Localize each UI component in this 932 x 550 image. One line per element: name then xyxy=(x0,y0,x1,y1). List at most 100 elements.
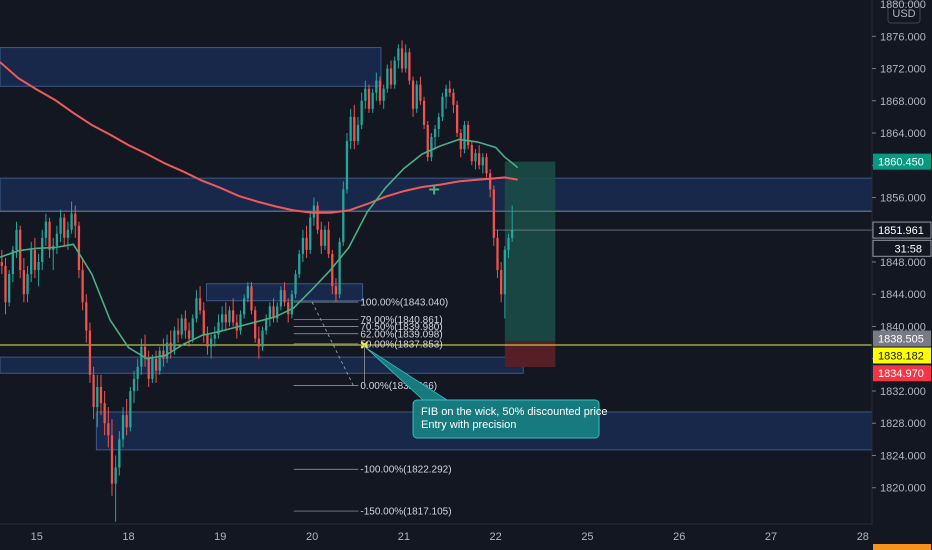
candle-body-79 xyxy=(290,294,294,315)
fib-level-label-1: 79.00%(1840.861) xyxy=(360,315,442,326)
price-tag-label-2: 31:58 xyxy=(894,243,922,255)
candle-body-89 xyxy=(327,229,330,254)
candle-body-80 xyxy=(294,274,297,295)
candle-body-95 xyxy=(349,116,352,142)
candle-body-87 xyxy=(320,229,323,246)
candle-body-83 xyxy=(305,237,308,250)
candle-body-28 xyxy=(103,403,106,424)
price-tick-label-9: 1856.000 xyxy=(880,193,926,205)
candle-body-58 xyxy=(213,334,216,339)
price-tick-label-1: 1824.000 xyxy=(880,450,926,462)
candle-body-117 xyxy=(430,137,433,158)
candle-body-86 xyxy=(316,205,319,230)
time-tick-label-3: 20 xyxy=(306,531,318,543)
candles-layer xyxy=(0,40,514,522)
candle-body-124 xyxy=(455,104,459,134)
price-tick-label-5: 1840.000 xyxy=(880,321,926,333)
candle-body-65 xyxy=(239,314,242,331)
time-tick-label-0: 15 xyxy=(31,531,43,543)
candle-body-62 xyxy=(228,310,231,323)
candle-body-18 xyxy=(66,229,70,238)
candle-body-48 xyxy=(176,330,180,335)
candle-body-17 xyxy=(63,217,66,238)
ema-slow-line xyxy=(0,61,518,214)
candle-body-44 xyxy=(162,350,165,359)
price-tick-label-2: 1828.000 xyxy=(880,418,926,430)
candle-body-25 xyxy=(92,374,95,408)
candle-body-69 xyxy=(254,310,257,339)
time-tick-label-4: 21 xyxy=(398,531,410,543)
candle-body-47 xyxy=(173,330,176,351)
candle-body-108 xyxy=(397,48,400,61)
time-tick-label-5: 22 xyxy=(490,531,502,543)
price-tick-label-13: 1872.000 xyxy=(880,64,926,76)
candle-body-78 xyxy=(287,302,290,315)
price-tag-4 xyxy=(873,347,931,364)
candle-body-125 xyxy=(459,133,462,150)
candle-body-102 xyxy=(375,80,378,93)
candle-body-24 xyxy=(88,330,92,375)
candle-body-128 xyxy=(470,145,473,162)
price-tick-label-12: 1868.000 xyxy=(880,96,926,108)
candle-body-114 xyxy=(419,84,422,101)
candle-body-60 xyxy=(220,314,224,323)
candle-body-101 xyxy=(371,92,374,109)
candle-body-109 xyxy=(400,48,404,69)
currency-badge[interactable] xyxy=(887,2,921,24)
candle-body-105 xyxy=(386,68,389,89)
candle-body-118 xyxy=(433,128,437,138)
candle-body-55 xyxy=(202,310,205,335)
time-tick-label-9: 28 xyxy=(857,531,869,543)
candle-body-41 xyxy=(151,358,154,379)
candle-body-115 xyxy=(422,100,426,125)
candle-body-8 xyxy=(30,249,33,275)
price-tag-partial xyxy=(873,544,931,550)
candle-body-82 xyxy=(301,237,305,254)
candle-body-133 xyxy=(489,173,492,190)
candle-body-77 xyxy=(283,290,286,303)
candle-body-106 xyxy=(389,68,393,85)
candle-body-37 xyxy=(136,366,139,379)
fib-level-label-3: 62.00%(1839.098) xyxy=(360,329,442,340)
candle-body-15 xyxy=(55,233,59,246)
markers-layer xyxy=(360,184,440,386)
candle-body-53 xyxy=(195,298,198,319)
candle-body-122 xyxy=(448,88,451,93)
candle-body-113 xyxy=(415,84,418,109)
candle-body-52 xyxy=(191,318,194,339)
fib-level-label-4: 50.00%(1837.853) xyxy=(360,339,442,350)
candle-body-107 xyxy=(393,60,396,85)
candle-body-131 xyxy=(481,157,484,166)
candle-body-90 xyxy=(331,253,334,287)
candle-body-63 xyxy=(232,310,235,323)
candle-body-56 xyxy=(206,334,209,347)
time-axis-panel xyxy=(0,524,932,550)
zone-3 xyxy=(0,356,524,374)
candle-body-42 xyxy=(154,358,158,371)
candle-body-70 xyxy=(257,338,260,347)
candle-body-59 xyxy=(217,322,220,335)
price-tag-2 xyxy=(872,239,932,257)
callout-box xyxy=(412,399,600,439)
candle-body-54 xyxy=(198,298,202,311)
candle-body-98 xyxy=(360,100,363,125)
candle-body-10 xyxy=(37,262,40,271)
candle-body-84 xyxy=(309,217,312,250)
candle-body-46 xyxy=(169,342,172,351)
candle-body-4 xyxy=(15,229,18,250)
candle-body-16 xyxy=(59,217,62,234)
candle-body-57 xyxy=(209,338,213,347)
candle-body-100 xyxy=(367,88,371,109)
price-tick-label-14: 1876.000 xyxy=(880,31,926,43)
candle-body-6 xyxy=(22,270,26,295)
candle-body-43 xyxy=(158,350,161,371)
fib-level-label-7: -150.00%(1817.105) xyxy=(360,507,451,518)
candle-body-66 xyxy=(243,298,246,315)
candle-body-71 xyxy=(261,330,264,347)
price-tag-5 xyxy=(873,365,931,382)
time-tick-label-8: 27 xyxy=(765,531,777,543)
candle-body-137 xyxy=(503,249,506,295)
